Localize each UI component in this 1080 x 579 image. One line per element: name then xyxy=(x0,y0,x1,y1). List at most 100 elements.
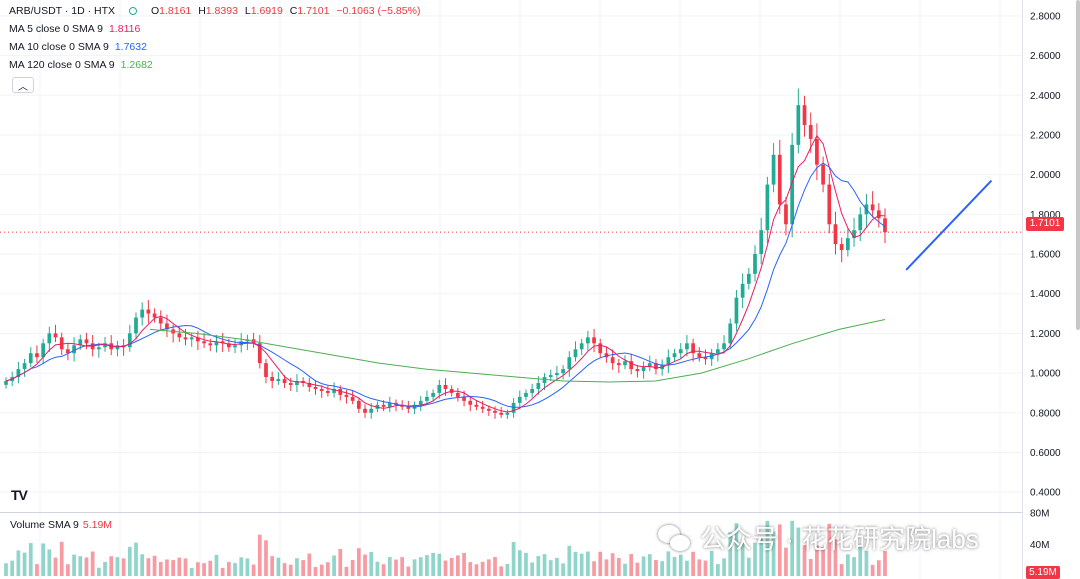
candle-body xyxy=(226,343,231,348)
volume-legend[interactable]: Volume SMA 9 5.19M xyxy=(10,519,112,531)
volume-bar xyxy=(734,523,739,576)
volume-bar xyxy=(635,562,640,576)
volume-label: Volume SMA 9 xyxy=(10,519,79,531)
volume-bar xyxy=(140,554,145,576)
volume-bar xyxy=(152,555,157,576)
page-scrollbar[interactable] xyxy=(1076,0,1080,330)
volume-bar xyxy=(536,556,541,576)
volume-bar xyxy=(598,551,603,576)
y-tick-label: 0.4000 xyxy=(1030,488,1061,499)
candle-body xyxy=(468,400,473,405)
candle-body xyxy=(505,412,510,415)
candle-body xyxy=(406,406,411,409)
candle-body xyxy=(499,412,504,415)
volume-bar xyxy=(499,566,504,576)
candle-body xyxy=(876,210,881,219)
candle-body xyxy=(579,343,584,350)
tradingview-logo-icon[interactable]: TV xyxy=(11,487,33,503)
candle-body xyxy=(759,230,764,255)
volume-bar xyxy=(672,556,677,576)
candle-body xyxy=(839,244,844,251)
candle-body xyxy=(815,138,819,165)
candle-body xyxy=(431,392,435,397)
volume-bar xyxy=(226,562,231,576)
indicator-value: 1.2682 xyxy=(120,59,153,71)
volume-bar xyxy=(208,560,213,576)
volume-tick-label: 80M xyxy=(1030,509,1049,520)
candle-body xyxy=(103,343,107,348)
y-tick-label: 2.8000 xyxy=(1030,11,1061,22)
high-value: 1.8393 xyxy=(205,5,238,17)
volume-bar xyxy=(746,557,751,576)
volume-bar xyxy=(697,559,702,576)
candle-body xyxy=(486,408,491,411)
volume-bar xyxy=(468,562,473,576)
volume-bar xyxy=(84,557,89,576)
volume-bar xyxy=(313,567,318,576)
candle-body xyxy=(740,283,745,298)
candle-body xyxy=(295,381,299,385)
candle-body xyxy=(833,224,838,245)
volume-bar xyxy=(183,558,188,576)
collapse-legend-button[interactable]: ︿ xyxy=(12,77,34,93)
volume-bar xyxy=(214,554,219,576)
volume-bar xyxy=(264,540,268,576)
candle-body xyxy=(127,333,132,348)
candle-body xyxy=(196,337,200,342)
symbol-legend[interactable]: ARB/USDT · 1D · HTX O1.8161 H1.8393 L1.6… xyxy=(9,5,420,17)
volume-bar xyxy=(158,562,163,576)
candle-body xyxy=(158,317,163,324)
volume-bar xyxy=(784,547,788,576)
volume-bar xyxy=(456,555,460,576)
candle-body xyxy=(728,323,733,344)
volume-bar xyxy=(4,563,8,576)
volume-bar xyxy=(703,560,708,576)
candle-body xyxy=(610,357,615,364)
candle-body xyxy=(493,410,497,413)
candle-body xyxy=(257,343,262,364)
indicator-value: 1.7632 xyxy=(114,41,147,53)
volume-bar xyxy=(709,550,714,576)
candle-body xyxy=(165,323,169,330)
volume-bar xyxy=(10,560,15,576)
candle-body xyxy=(41,343,45,358)
candle-body xyxy=(264,363,268,378)
candle-body xyxy=(307,383,312,387)
indicator-ma120[interactable]: MA 120 close 0 SMA 9 1.2682 xyxy=(9,59,153,71)
candle-body xyxy=(852,230,856,239)
candle-body xyxy=(716,349,720,354)
ma5-line xyxy=(5,134,886,413)
volume-bar xyxy=(728,532,733,576)
volume-bar xyxy=(363,554,367,576)
candle-body xyxy=(666,357,671,366)
candle-body xyxy=(443,384,448,389)
volume-bar xyxy=(486,559,491,576)
candle-body xyxy=(746,273,751,284)
candle-body xyxy=(28,353,33,364)
volume-pane-separator[interactable] xyxy=(0,512,1022,513)
volume-bar xyxy=(332,555,336,576)
candle-body xyxy=(363,408,367,413)
volume-bar xyxy=(586,551,590,576)
volume-bar xyxy=(555,557,559,576)
candle-body xyxy=(369,408,374,413)
symbol-title[interactable]: ARB/USDT · 1D · HTX xyxy=(9,5,115,17)
volume-bar xyxy=(165,559,169,576)
volume-bar xyxy=(301,560,305,576)
ma10-line xyxy=(5,162,886,408)
indicator-ma5[interactable]: MA 5 close 0 SMA 9 1.8116 xyxy=(9,23,140,35)
candle-body xyxy=(220,341,225,344)
volume-bar xyxy=(412,559,417,576)
volume-bar xyxy=(66,564,70,576)
candle-body xyxy=(177,333,182,338)
indicator-ma10[interactable]: MA 10 close 0 SMA 9 1.7632 xyxy=(9,41,147,53)
volume-bar xyxy=(22,552,27,576)
y-tick-label: 1.4000 xyxy=(1030,289,1061,300)
candle-body xyxy=(858,214,863,231)
candle-body xyxy=(270,377,275,382)
candle-body xyxy=(511,402,516,413)
candle-body xyxy=(387,402,392,407)
candle-body xyxy=(462,396,466,401)
